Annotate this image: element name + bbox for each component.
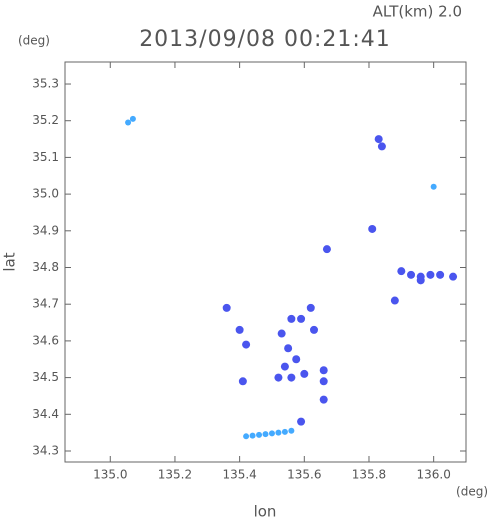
echo-point [319,395,328,404]
x-tick-label: 135.4 [222,468,256,482]
echo-point [287,314,296,323]
echo-point [274,373,283,382]
y-tick-label: 35.1 [32,150,59,164]
echo-point [268,430,275,437]
y-tick-label: 34.4 [32,407,59,421]
x-unit: (deg) [456,485,488,499]
y-tick-label: 34.9 [32,223,59,237]
x-tick-label: 135.8 [352,468,386,482]
y-tick-label: 35.2 [32,113,59,127]
echo-point [322,245,331,254]
echo-point [281,428,288,435]
y-tick-label: 34.7 [32,297,59,311]
echo-point [243,433,250,440]
y-tick-label: 34.3 [32,443,59,457]
y-tick-label: 35.0 [32,187,59,201]
y-tick-label: 34.6 [32,333,59,347]
echo-point [284,344,293,353]
echo-point [275,429,282,436]
plot-frame [64,61,467,463]
y-tick-label: 34.8 [32,260,59,274]
x-tick-label: 135.0 [93,468,127,482]
echo-point [280,362,289,371]
echo-point [297,417,306,426]
x-label: lon [254,503,277,521]
echo-point [310,325,319,334]
y-tick-label: 34.5 [32,370,59,384]
echo-point [300,369,309,378]
echo-point [374,135,383,144]
y-unit: (deg) [18,34,50,48]
x-tick-label: 136.0 [416,468,450,482]
echo-point [288,427,295,434]
echo-point [249,432,256,439]
echo-point [235,325,244,334]
echo-point [262,431,269,438]
echo-point [306,303,315,312]
x-tick-label: 135.6 [287,468,321,482]
echo-point [125,119,132,126]
echo-point [319,366,328,375]
echo-point [277,329,286,338]
echo-point [256,431,263,438]
echo-point [129,115,136,122]
chart-title: 2013/09/08 00:21:41 [139,27,391,52]
echo-point [287,373,296,382]
echo-point [368,224,377,233]
y-label: lat [1,252,19,271]
echo-point [238,377,247,386]
x-tick-label: 135.2 [158,468,192,482]
echo-point [242,340,251,349]
echo-point [407,270,416,279]
echo-point [297,314,306,323]
echo-point [430,183,437,190]
echo-point [377,142,386,151]
echo-point [390,296,399,305]
echo-point [319,377,328,386]
echo-point [397,267,406,276]
echo-point [426,270,435,279]
echo-point [416,276,425,285]
y-tick-label: 35.3 [32,77,59,91]
echo-point [436,270,445,279]
echo-point [222,303,231,312]
subtitle: ALT(km) 2.0 [373,3,462,21]
echo-point [292,355,301,364]
echo-point [449,272,458,281]
